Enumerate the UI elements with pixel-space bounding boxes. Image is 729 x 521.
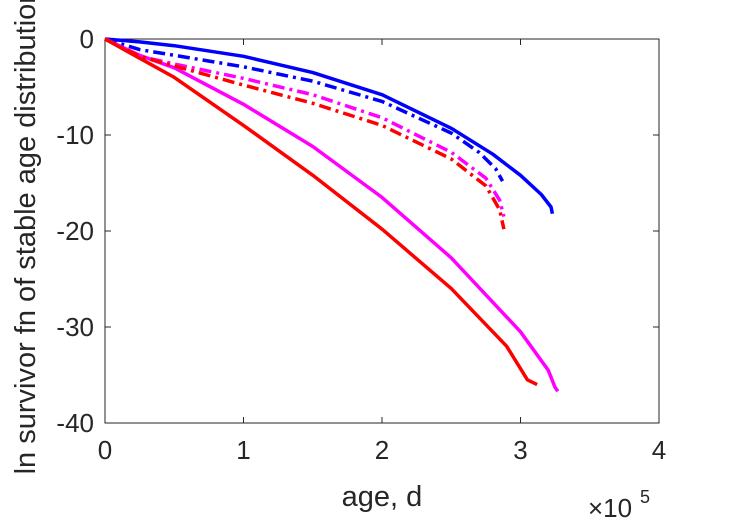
y-axis-label: ln survivor fn of stable age distributio…	[10, 0, 42, 474]
y-tick-label: -10	[56, 120, 94, 150]
series-line-6	[104, 37, 506, 230]
series-line-2	[104, 37, 505, 182]
series-line-3	[104, 37, 560, 393]
y-tick-label: -20	[56, 216, 94, 246]
y-tick-label: 0	[80, 24, 94, 54]
x-tick-label: 0	[98, 435, 112, 465]
y-tick-label: -30	[56, 312, 94, 342]
x-tick-label: 2	[375, 435, 389, 465]
series-line-5	[104, 37, 538, 387]
tick-labels: 0 1 2 3 4 0 -10 -20 -30 -40	[56, 24, 666, 465]
series-layer	[104, 37, 560, 393]
x-axis-label: age, d	[342, 481, 423, 513]
y-tick-label: -40	[56, 408, 94, 438]
x-multiplier-base: ×10	[588, 493, 632, 521]
x-multiplier-exponent: 5	[640, 487, 650, 507]
x-multiplier: ×10 5	[588, 487, 650, 521]
tick-marks	[104, 38, 660, 424]
x-tick-label: 3	[513, 435, 527, 465]
x-tick-label: 4	[652, 435, 666, 465]
series-line-1	[104, 37, 555, 215]
x-tick-label: 1	[236, 435, 250, 465]
